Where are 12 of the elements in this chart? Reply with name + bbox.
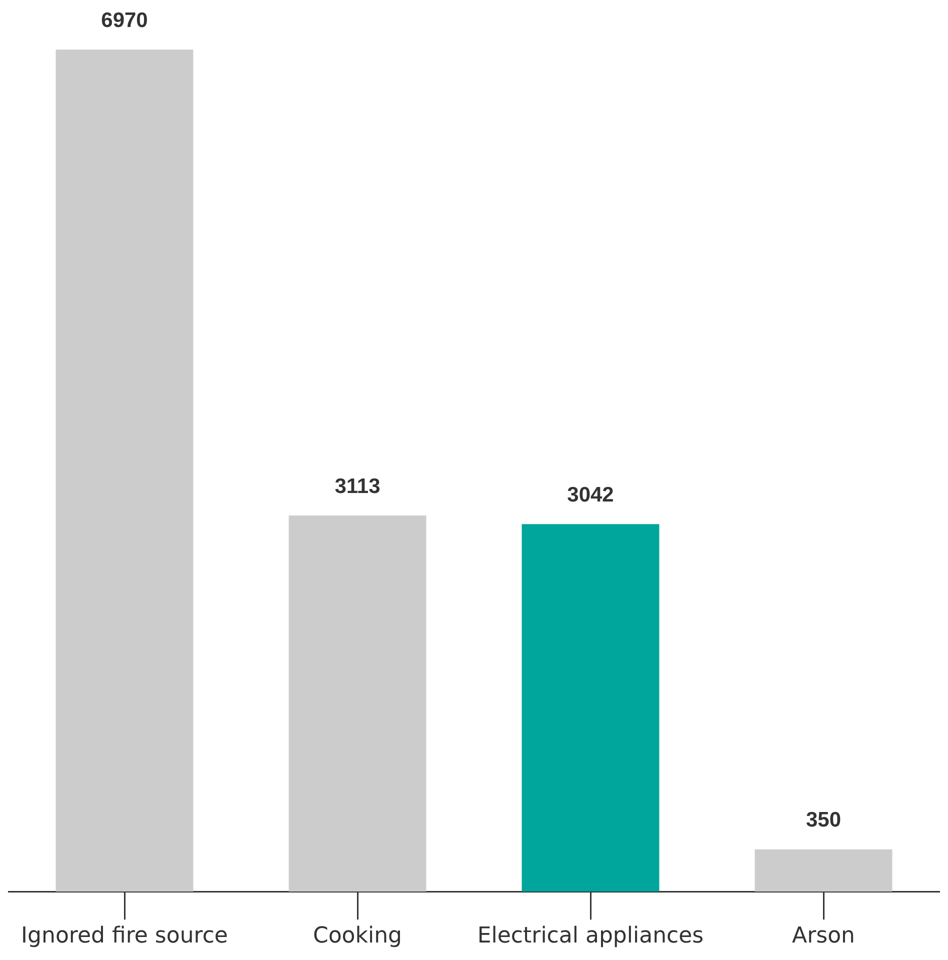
- x-tick-label: Arson: [792, 924, 855, 949]
- data-label: 6970: [101, 8, 148, 32]
- bar: [56, 50, 194, 892]
- x-tick-label: Electrical appliances: [477, 924, 704, 949]
- x-tick-label: Ignored fire source: [21, 924, 228, 949]
- bar: [754, 849, 892, 892]
- data-label: 350: [806, 808, 842, 832]
- data-label: 3113: [334, 474, 380, 498]
- bar: [522, 524, 660, 892]
- data-label: 3042: [567, 483, 614, 506]
- x-tick-label: Cooking: [312, 924, 402, 949]
- bar: [288, 516, 426, 892]
